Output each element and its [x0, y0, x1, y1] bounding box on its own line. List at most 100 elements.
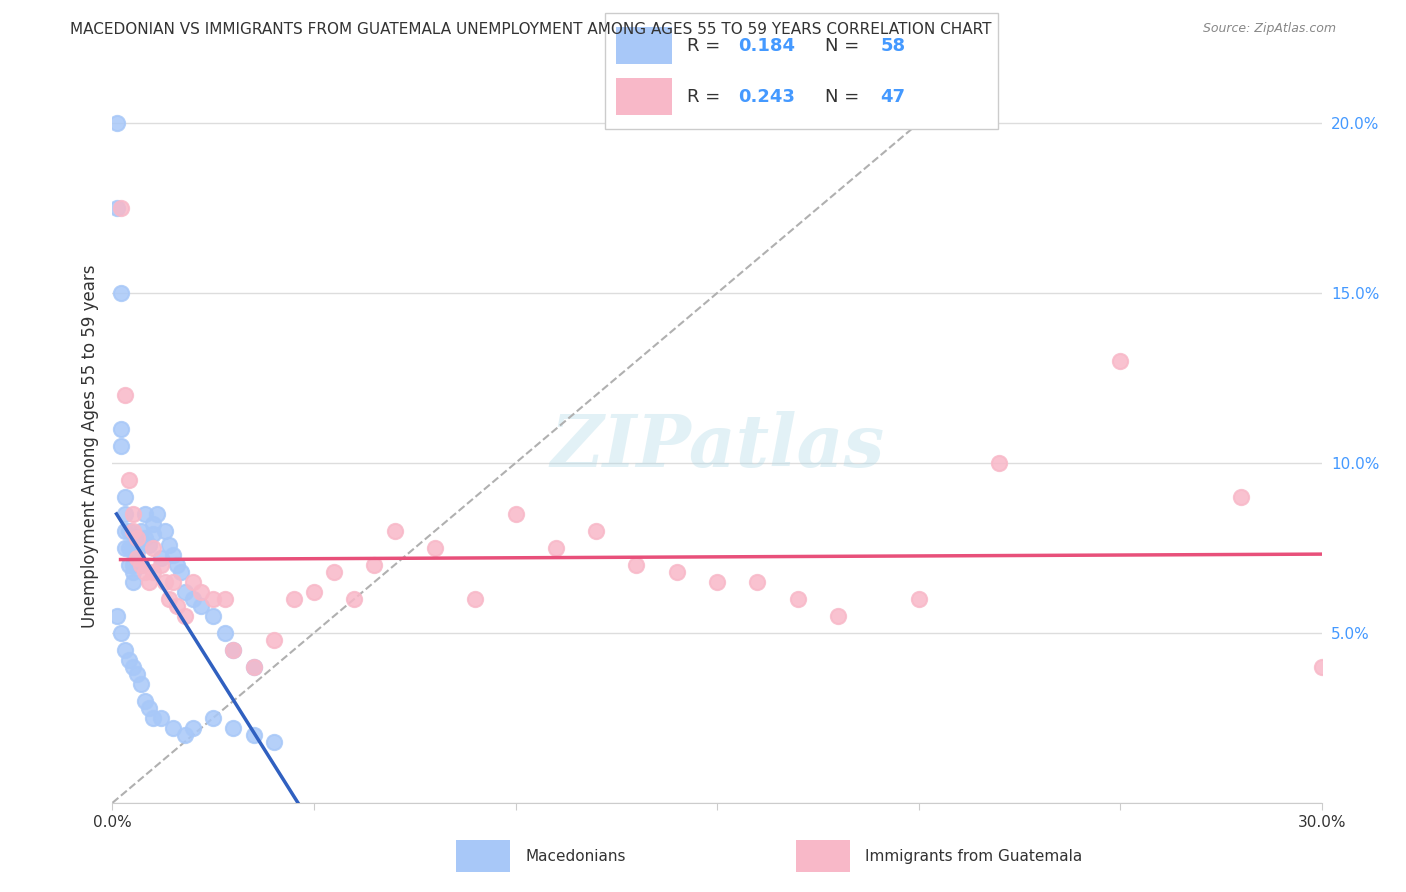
Point — [117, 473, 139, 487]
Point — [544, 541, 567, 555]
Point — [134, 507, 156, 521]
Point — [125, 531, 148, 545]
Point — [129, 558, 152, 572]
Point — [263, 632, 285, 647]
Text: N =: N = — [825, 88, 865, 106]
Point — [222, 643, 245, 657]
Point — [121, 574, 143, 589]
Point — [121, 524, 143, 538]
Point — [988, 456, 1011, 470]
Point — [125, 551, 148, 566]
Point — [1230, 490, 1253, 504]
Point — [1109, 354, 1132, 368]
Point — [114, 541, 136, 555]
Point — [423, 541, 446, 555]
Point — [162, 574, 184, 589]
Point — [114, 490, 136, 504]
Point — [125, 531, 148, 545]
Point — [114, 507, 136, 521]
Point — [153, 524, 176, 538]
Text: Immigrants from Guatemala: Immigrants from Guatemala — [866, 849, 1083, 863]
Bar — [616, 78, 672, 115]
Point — [706, 574, 728, 589]
Point — [190, 585, 212, 599]
Point — [827, 608, 849, 623]
Point — [214, 626, 236, 640]
Point — [585, 524, 607, 538]
Point — [134, 694, 156, 708]
Point — [129, 558, 152, 572]
Bar — [796, 840, 851, 872]
Point — [786, 591, 808, 606]
Point — [114, 388, 136, 402]
Point — [121, 660, 143, 674]
Point — [125, 551, 148, 566]
Point — [149, 711, 172, 725]
Point — [181, 574, 204, 589]
Point — [138, 537, 160, 551]
Point — [170, 565, 193, 579]
Point — [114, 643, 136, 657]
Text: R =: R = — [688, 88, 727, 106]
Point — [202, 608, 225, 623]
Point — [138, 574, 160, 589]
Point — [110, 439, 132, 453]
Point — [142, 541, 165, 555]
Point — [138, 700, 160, 714]
Point — [181, 721, 204, 735]
Bar — [456, 840, 510, 872]
Point — [129, 524, 152, 538]
Point — [149, 558, 172, 572]
Point — [117, 524, 139, 538]
Text: MACEDONIAN VS IMMIGRANTS FROM GUATEMALA UNEMPLOYMENT AMONG AGES 55 TO 59 YEARS C: MACEDONIAN VS IMMIGRANTS FROM GUATEMALA … — [70, 22, 991, 37]
Point — [384, 524, 406, 538]
Point — [190, 599, 212, 613]
Point — [202, 711, 225, 725]
Point — [505, 507, 527, 521]
Point — [110, 286, 132, 301]
Point — [343, 591, 366, 606]
Point — [142, 565, 165, 579]
Text: 58: 58 — [880, 37, 905, 54]
Point — [1310, 660, 1333, 674]
Point — [222, 721, 245, 735]
Point — [242, 728, 264, 742]
Point — [142, 517, 165, 532]
Text: 47: 47 — [880, 88, 905, 106]
Bar — [616, 28, 672, 64]
Point — [134, 565, 156, 579]
Point — [242, 660, 264, 674]
Point — [149, 551, 172, 566]
Point — [134, 531, 156, 545]
Point — [222, 643, 245, 657]
Point — [174, 608, 197, 623]
Point — [747, 574, 769, 589]
Point — [117, 558, 139, 572]
Point — [323, 565, 346, 579]
Point — [110, 626, 132, 640]
Point — [125, 544, 148, 558]
Point — [121, 565, 143, 579]
Point — [125, 666, 148, 681]
Point — [202, 591, 225, 606]
Point — [105, 116, 128, 130]
Point — [363, 558, 385, 572]
Text: 0.243: 0.243 — [738, 88, 796, 106]
Point — [105, 201, 128, 215]
Text: N =: N = — [825, 37, 865, 54]
Point — [117, 653, 139, 667]
Point — [283, 591, 305, 606]
Point — [174, 728, 197, 742]
Point — [110, 201, 132, 215]
Point — [153, 574, 176, 589]
Point — [157, 591, 180, 606]
Point — [146, 507, 169, 521]
Point — [142, 527, 165, 541]
Point — [142, 711, 165, 725]
Point — [214, 591, 236, 606]
Text: Macedonians: Macedonians — [526, 849, 626, 863]
Point — [626, 558, 648, 572]
Point — [162, 721, 184, 735]
Point — [105, 608, 128, 623]
Point — [665, 565, 688, 579]
